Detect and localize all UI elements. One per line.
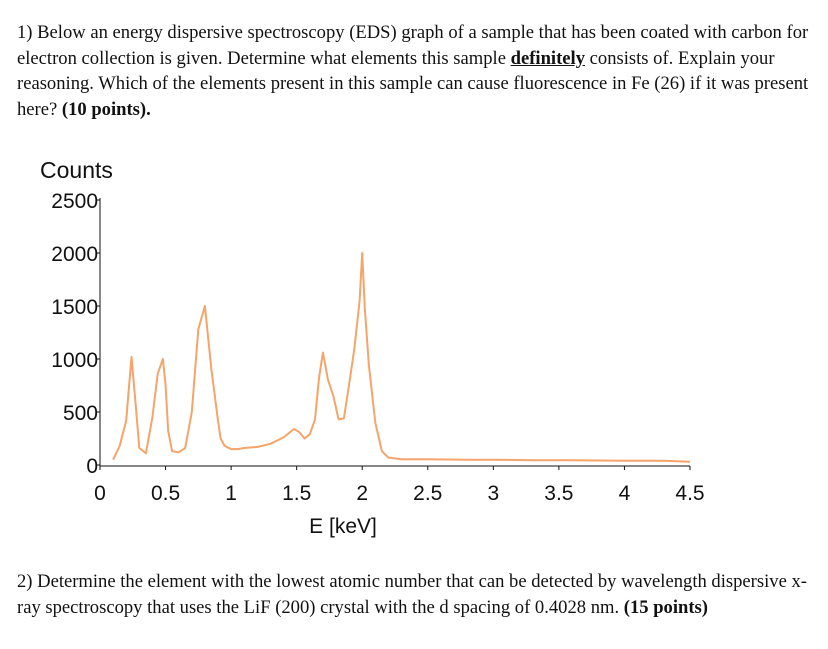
question-1-text-continued: consists of. Explain your reasoning. Whi… [17, 47, 809, 120]
x-tick-label: 4 [619, 482, 631, 505]
question-2-text: 2) Determine the element with the lowest… [17, 571, 807, 618]
x-tick-label: 1.5 [282, 482, 311, 505]
x-tick-label: 3 [487, 482, 499, 505]
x-tick-label: 0 [94, 482, 106, 505]
question-2: 2) Determine the element with the lowest… [17, 569, 813, 620]
y-tick-label: 0 [86, 455, 98, 478]
x-tick-label: 2 [356, 482, 368, 505]
x-tick-label: 1 [225, 482, 237, 505]
x-tick-label: 3.5 [544, 482, 573, 505]
x-axis-ticks: 0 0.5 1 1.5 2 2.5 3 3.5 4 4.5 [94, 466, 705, 505]
y-tick-label: 1000 [51, 349, 98, 372]
question-1: 1) Below an energy dispersive spectrosco… [17, 20, 813, 122]
y-tick-label: 2000 [51, 243, 98, 266]
y-tick-label: 2500 [51, 190, 98, 213]
x-tick-label: 2.5 [413, 482, 442, 505]
y-tick-label: 1500 [51, 296, 98, 319]
x-tick-label: 0.5 [151, 482, 180, 505]
y-axis-title: Counts [40, 157, 113, 183]
spectrum-line [112, 252, 691, 463]
y-axis-ticks: 0 500 1000 1500 2000 2500 [51, 190, 100, 478]
y-tick-label: 500 [63, 402, 98, 425]
question-2-points: (15 points) [623, 596, 708, 618]
question-1-text: 1) Below an energy dispersive spectrosco… [17, 22, 809, 69]
plot-background [0, 145, 828, 545]
x-tick-label: 4.5 [675, 482, 704, 505]
question-1-points: (10 points). [61, 98, 151, 120]
question-1-emphasis: definitely [510, 47, 585, 69]
x-axis-title: E [keV] [309, 515, 377, 538]
